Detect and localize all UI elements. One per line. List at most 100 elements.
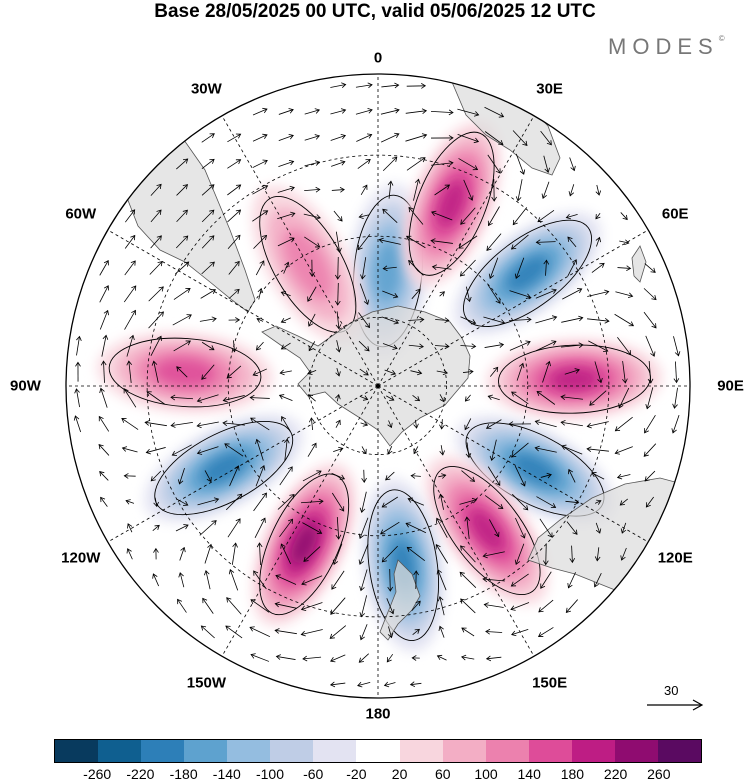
- wind-vector: [176, 209, 188, 223]
- wind-vector: [176, 184, 188, 196]
- wind-vector: [540, 130, 552, 146]
- wind-vector: [300, 602, 323, 611]
- meridian-line: [221, 115, 379, 387]
- wind-vector: [460, 343, 477, 350]
- wind-vector: [409, 681, 422, 688]
- wind-vector: [201, 261, 215, 275]
- wind-vector: [487, 394, 500, 401]
- longitude-label: 150E: [532, 674, 568, 692]
- wind-vector: [357, 158, 371, 169]
- wind-vector: [331, 160, 346, 167]
- wind-vector: [381, 545, 398, 563]
- wind-vector: [537, 210, 555, 223]
- wind-vector: [277, 237, 295, 247]
- wind-vector: [255, 341, 264, 351]
- wind-vector: [514, 543, 525, 566]
- wind-vector: [360, 395, 369, 401]
- wind-vector: [431, 210, 453, 221]
- wind-vector: [565, 213, 578, 220]
- anomaly-positive-9: [97, 332, 273, 413]
- wind-vector: [278, 108, 294, 115]
- colorbar-tick-label: 220: [603, 766, 628, 782]
- graticule: [66, 74, 690, 698]
- wind-vector: [413, 178, 421, 201]
- wind-vector: [384, 369, 397, 376]
- wind-vector: [359, 283, 370, 306]
- wind-vector: [170, 421, 193, 428]
- wind-vector: [278, 394, 293, 402]
- colorbar-tick-label: -140: [212, 766, 241, 782]
- reference-vector-arrow: [647, 699, 704, 711]
- wind-vector: [280, 543, 292, 565]
- wind-vector: [201, 364, 215, 380]
- wind-vector: [430, 135, 454, 141]
- wind-vector: [355, 82, 373, 89]
- wind-vector: [487, 466, 501, 486]
- wind-vector: [643, 443, 657, 457]
- wind-vector: [406, 546, 425, 562]
- colorbar-tick-label: -260: [83, 766, 112, 782]
- wind-vector: [121, 418, 139, 430]
- wind-vector: [386, 653, 394, 663]
- wind-vector: [534, 419, 557, 428]
- wind-vector: [227, 209, 242, 223]
- wind-vector: [228, 288, 240, 299]
- wind-vector: [256, 542, 263, 566]
- wind-vector: [335, 311, 342, 330]
- wind-vector: [73, 415, 82, 433]
- wind-vector: [484, 106, 505, 118]
- wind-vector: [123, 473, 136, 479]
- wind-vector: [430, 109, 454, 116]
- wind-vector: [431, 264, 452, 271]
- wind-vector: [253, 570, 267, 590]
- wind-vector: [673, 361, 680, 384]
- wind-vector: [461, 470, 476, 482]
- wind-vector: [358, 340, 370, 352]
- wind-vector: [124, 309, 137, 330]
- wind-vector: [222, 395, 245, 403]
- wind-vector: [460, 207, 476, 225]
- wind-vector: [516, 362, 525, 381]
- wind-vector: [463, 179, 474, 201]
- wind-vector: [279, 466, 293, 486]
- longitude-label: 30W: [190, 80, 222, 98]
- wind-vector: [100, 360, 107, 383]
- wind-vector: [153, 497, 159, 508]
- wind-vector: [645, 387, 654, 410]
- wind-vector: [460, 545, 476, 563]
- longitude-label: 0: [373, 49, 383, 67]
- wind-vector: [387, 626, 394, 639]
- wind-vector: [487, 284, 501, 304]
- wind-vector: [543, 259, 550, 276]
- wind-vector: [381, 316, 399, 325]
- wind-vector: [483, 602, 504, 608]
- wind-vector: [227, 234, 241, 249]
- wind-vector: [510, 602, 530, 611]
- wind-vector: [331, 472, 346, 480]
- wind-vector: [330, 597, 346, 615]
- wind-vector: [334, 282, 341, 306]
- wind-vector: [378, 237, 401, 245]
- wind-vector: [227, 133, 242, 143]
- wind-vector: [617, 336, 632, 356]
- wind-vector: [436, 569, 447, 591]
- longitude-label: 60W: [65, 205, 97, 223]
- wind-vector: [173, 288, 191, 300]
- wind-vector: [330, 654, 346, 663]
- wind-vector: [438, 473, 447, 479]
- wind-vector: [225, 493, 243, 511]
- wind-vector: [331, 570, 345, 590]
- wind-vector: [127, 523, 133, 533]
- wind-vector: [644, 414, 656, 434]
- wind-vector: [564, 368, 580, 375]
- wind-vector: [126, 360, 133, 383]
- wind-vector: [303, 213, 321, 220]
- wind-vector: [250, 653, 270, 662]
- wind-vector: [489, 439, 497, 462]
- wind-vector: [515, 517, 526, 539]
- colorbar-tick-label: -180: [169, 766, 198, 782]
- wind-vector: [274, 601, 297, 609]
- wind-vector: [332, 543, 343, 565]
- wind-vector: [252, 133, 268, 142]
- wind-vector: [567, 236, 577, 248]
